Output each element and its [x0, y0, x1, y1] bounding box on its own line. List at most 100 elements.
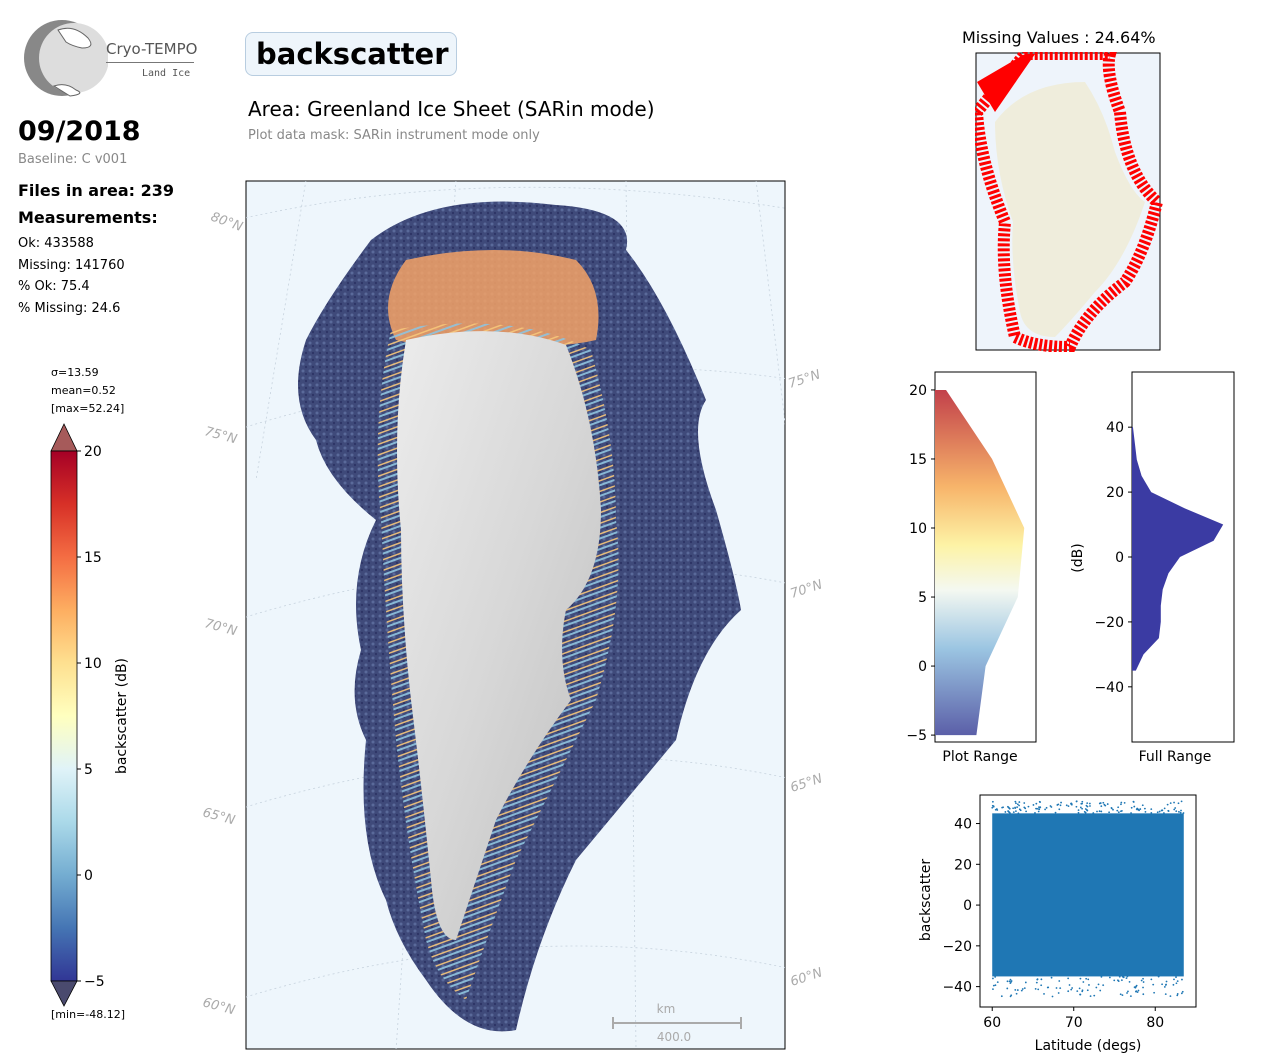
north-warm-band	[388, 250, 599, 345]
scatter-point	[1081, 807, 1084, 810]
scatter-point	[1175, 810, 1178, 813]
scatter-point	[1088, 802, 1091, 805]
scatter-point	[1015, 992, 1018, 995]
scatter-point	[992, 977, 994, 980]
scatter-point	[1098, 810, 1101, 813]
scatter-point	[1136, 808, 1138, 811]
scatter-point	[1082, 981, 1085, 983]
latitude-scatter: 60 70 80 40 20 0 −20 −40 backscatter Latitude (…	[918, 794, 1197, 1054]
greenland-map: 80°N 75°N 70°N 65°N 60°N 75°N 70°N 65°N 60°N km…	[201, 180, 825, 1050]
scatter-point	[1116, 809, 1119, 812]
scatter-point	[1023, 987, 1026, 990]
hist-tick-label: −20	[1094, 615, 1124, 631]
scatter-point	[1016, 989, 1019, 991]
scatter-point	[1057, 992, 1060, 994]
scatter-point	[1019, 809, 1022, 812]
lat-label-left: 65°N	[201, 805, 237, 828]
scatter-point	[1071, 987, 1074, 989]
scatter-point	[1100, 810, 1103, 813]
scatter-point	[1120, 979, 1123, 982]
hist-tick-label: 15	[909, 452, 927, 468]
missing-block	[977, 54, 1035, 112]
scatter-point	[1180, 992, 1183, 995]
scatter-ytick-label: −20	[942, 939, 972, 955]
scatter-point	[1018, 804, 1020, 807]
scatter-point	[1135, 990, 1138, 993]
missing-count: Missing: 141760	[18, 258, 125, 273]
scatter-point	[1016, 803, 1019, 806]
full-range-histogram: 40 20 0 −20 −40 (dB) Full Range	[1070, 371, 1235, 765]
ice-sheet-interior	[397, 331, 601, 941]
ok-count: Ok: 433588	[18, 236, 94, 251]
scatter-point	[1132, 801, 1135, 803]
scatter-point	[1039, 801, 1041, 803]
scatter-point	[1176, 993, 1179, 995]
colorbar-label: backscatter (dB)	[114, 658, 130, 774]
scatter-point	[1166, 803, 1169, 806]
scatter-point	[1000, 995, 1003, 998]
scatter-point	[1037, 810, 1040, 813]
scatter-point	[1117, 811, 1120, 814]
scatter-point	[1139, 808, 1142, 810]
scatter-point	[1014, 800, 1017, 803]
colorbar-max-extend	[50, 423, 78, 452]
scatter-point	[1122, 976, 1125, 979]
colorbar-tick-label: 15	[84, 550, 102, 566]
scatter-point	[1141, 804, 1144, 807]
scatter-point	[1133, 805, 1136, 808]
scatter-point	[1128, 980, 1131, 983]
scatter-point	[1014, 807, 1017, 809]
scatter-point	[1017, 812, 1020, 815]
scale-unit: km	[657, 1002, 676, 1016]
scatter-point	[1119, 993, 1122, 996]
scatter-point	[1034, 987, 1037, 990]
full-range-xlabel: Full Range	[1139, 749, 1212, 765]
scatter-point	[1136, 991, 1139, 994]
colorbar-tick-label: 0	[84, 868, 93, 884]
scatter-point	[991, 806, 994, 809]
scatter-point	[1096, 810, 1098, 813]
scatter-point	[994, 808, 997, 811]
scatter-point	[1075, 800, 1078, 803]
scatter-point	[1097, 983, 1100, 986]
scatter-point	[1120, 801, 1123, 804]
scatter-point	[1173, 978, 1175, 981]
scatter-point	[1010, 980, 1013, 982]
scatter-point	[1015, 802, 1017, 805]
scatter-point	[996, 981, 999, 984]
scatter-point	[1108, 976, 1111, 979]
scatter-point	[1161, 809, 1164, 812]
measurements-heading: Measurements:	[18, 208, 158, 227]
scatter-point	[1078, 987, 1081, 990]
scatter-point	[1037, 988, 1040, 991]
scatter-point	[1070, 988, 1073, 991]
scatter-point	[1100, 975, 1103, 978]
scatter-point	[1099, 989, 1102, 992]
greenland-landmass	[995, 82, 1145, 337]
lat-label-right: 60°N	[789, 965, 825, 989]
scatter-point	[1084, 808, 1087, 810]
plot-range-histogram: 20 15 10 5 0 −5 Plot Range	[906, 371, 1037, 765]
hist-tick-label: 10	[909, 521, 927, 537]
lat-labels-right: 75°N 70°N 65°N 60°N	[787, 367, 825, 989]
scatter-point	[1002, 806, 1005, 809]
scatter-point	[1130, 812, 1132, 814]
scatter-point	[1142, 993, 1145, 996]
scatter-band	[992, 813, 1184, 977]
scatter-point	[1095, 986, 1098, 989]
scatter-point	[992, 988, 994, 991]
scatter-point	[1152, 983, 1155, 986]
scatter-point	[1044, 808, 1047, 811]
scatter-point	[1050, 976, 1053, 979]
scatter-point	[1173, 801, 1175, 804]
scatter-point	[1035, 981, 1038, 984]
scatter-point	[1040, 984, 1043, 987]
scatter-point	[1012, 807, 1015, 810]
scatter-point	[1120, 809, 1123, 812]
scatter-point	[1163, 986, 1166, 988]
scatter-point	[1067, 805, 1070, 808]
plot-range-bars	[935, 389, 1025, 736]
scatter-point	[1121, 994, 1124, 996]
scatter-point	[1065, 804, 1068, 807]
full-range-ylabel: (dB)	[1070, 543, 1086, 572]
